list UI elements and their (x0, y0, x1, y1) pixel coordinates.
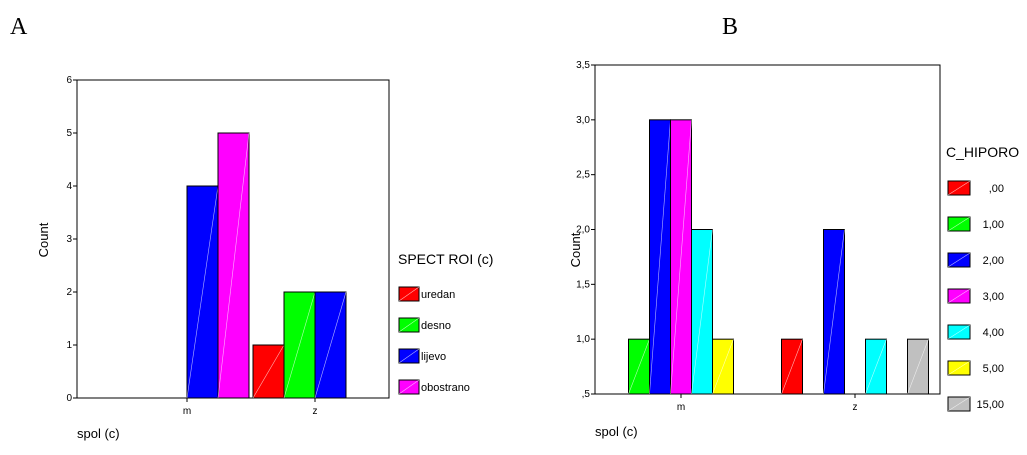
panel-label-b: B (722, 14, 739, 40)
y-tick-label: 3,5 (576, 60, 590, 71)
x-tick-label: m (677, 402, 685, 413)
legend-swatch-gloss (947, 360, 971, 376)
bar-gloss-line (217, 132, 250, 399)
y-tick-label: ,5 (582, 389, 591, 400)
legend-label: 1,00 (983, 219, 1004, 231)
bar-gloss-line (649, 119, 671, 395)
legend-swatch-gloss (947, 324, 971, 340)
x-tick-label: m (183, 406, 191, 417)
y-tick-label: 4 (66, 181, 72, 192)
bar-gloss-line (252, 344, 285, 399)
legend-label: 5,00 (983, 363, 1004, 375)
y-tick-label: 1,5 (576, 279, 590, 290)
legend-swatch-gloss (947, 396, 971, 412)
bar-gloss-line (907, 339, 929, 395)
y-tick-label: 3 (66, 234, 72, 245)
bar-gloss-line (314, 291, 347, 399)
legend-swatch-gloss (947, 216, 971, 232)
y-axis-label: Count (568, 232, 583, 267)
y-tick-label: 3,0 (576, 115, 590, 126)
panel-label-a: A (10, 14, 28, 40)
legend-label: desno (421, 320, 451, 332)
legend-label: uredan (421, 289, 455, 301)
x-axis-label: spol (c) (77, 426, 120, 441)
y-tick-label: 1,0 (576, 334, 590, 345)
legend-title: SPECT ROI (c) (398, 251, 493, 267)
bar-gloss-line (691, 229, 713, 395)
y-tick-label: 2,0 (576, 225, 590, 236)
y-tick-label: 6 (66, 75, 72, 86)
bar-gloss-line (781, 339, 803, 395)
legend-label: 15,00 (976, 399, 1004, 411)
legend-label: 4,00 (983, 327, 1004, 339)
y-tick-label: 0 (66, 393, 72, 404)
legend-swatch-gloss (947, 252, 971, 268)
bar-gloss-line (283, 291, 316, 399)
y-axis-label: Count (36, 222, 51, 257)
legend-swatch-gloss (398, 348, 420, 364)
legend-label: lijevo (421, 351, 446, 363)
bar-gloss-line (186, 185, 219, 399)
y-tick-label: 2,5 (576, 170, 590, 181)
legend-label: 3,00 (983, 291, 1004, 303)
legend-label: ,00 (989, 183, 1004, 195)
legend-swatch-gloss (947, 288, 971, 304)
bar-gloss-line (670, 119, 692, 395)
bar-gloss-line (865, 339, 887, 395)
legend-swatch-gloss (398, 286, 420, 302)
x-tick-label: z (853, 402, 858, 413)
bar-gloss-line (712, 339, 734, 395)
legend-swatch-gloss (398, 317, 420, 333)
legend-title: C_HIPORO (946, 144, 1019, 160)
y-tick-label: 2 (66, 287, 72, 298)
legend-swatch-gloss (947, 180, 971, 196)
x-tick-label: z (313, 406, 318, 417)
legend-label: obostrano (421, 382, 470, 394)
y-tick-label: 1 (66, 340, 72, 351)
legend-swatch-gloss (398, 379, 420, 395)
legend-label: 2,00 (983, 255, 1004, 267)
bar-gloss-line (823, 229, 845, 395)
x-axis-label: spol (c) (595, 424, 638, 439)
y-tick-label: 5 (66, 128, 72, 139)
bar-gloss-line (628, 339, 650, 395)
